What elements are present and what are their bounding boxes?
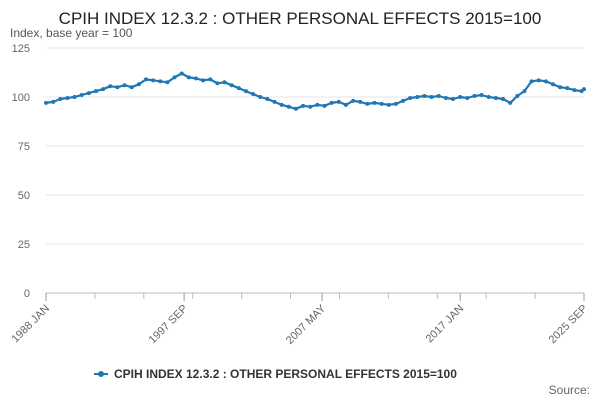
data-point[interactable]: [72, 95, 77, 99]
data-point[interactable]: [258, 95, 263, 99]
y-tick-label: 125: [12, 43, 30, 55]
legend[interactable]: CPIH INDEX 12.3.2 : OTHER PERSONAL EFFEC…: [94, 367, 457, 381]
data-point[interactable]: [582, 87, 586, 92]
data-point[interactable]: [265, 96, 270, 101]
data-point[interactable]: [436, 94, 441, 99]
data-point[interactable]: [108, 84, 113, 89]
legend-label: CPIH INDEX 12.3.2 : OTHER PERSONAL EFFEC…: [114, 367, 457, 381]
y-tick-label: 25: [18, 239, 30, 251]
data-point[interactable]: [493, 95, 498, 100]
data-point[interactable]: [372, 100, 377, 105]
data-point[interactable]: [44, 100, 48, 105]
y-tick-label: 50: [18, 190, 30, 202]
data-point[interactable]: [65, 95, 70, 100]
data-point[interactable]: [79, 93, 84, 98]
x-tick-label: 1997 SEP: [147, 303, 191, 347]
series-layer: [44, 71, 586, 111]
data-point[interactable]: [165, 80, 170, 85]
y-tick-label: 100: [12, 92, 30, 104]
data-point[interactable]: [408, 95, 413, 100]
data-point[interactable]: [486, 95, 491, 99]
data-point[interactable]: [208, 77, 213, 82]
data-point[interactable]: [386, 102, 391, 107]
series-line[interactable]: [45, 72, 585, 110]
data-point[interactable]: [172, 75, 177, 80]
chart-title: CPIH INDEX 12.3.2 : OTHER PERSONAL EFFEC…: [59, 9, 542, 28]
data-point[interactable]: [551, 82, 556, 87]
data-point[interactable]: [58, 96, 63, 101]
data-point[interactable]: [251, 92, 256, 97]
data-point[interactable]: [401, 98, 406, 103]
data-point[interactable]: [515, 94, 520, 99]
data-point[interactable]: [122, 83, 127, 88]
x-axis: 1988 JAN 1997 SEP 2007 MAY 2017 JAN 2025 SEP: [9, 293, 590, 347]
legend-marker-icon: [98, 371, 104, 377]
data-point[interactable]: [279, 102, 284, 107]
y-tick-label: 0: [24, 288, 30, 300]
data-point[interactable]: [129, 85, 134, 90]
data-point[interactable]: [179, 71, 184, 76]
x-tick-label: 2007 MAY: [284, 302, 329, 347]
data-point[interactable]: [536, 78, 541, 83]
data-point[interactable]: [322, 103, 327, 108]
data-point[interactable]: [272, 99, 277, 104]
data-point[interactable]: [379, 101, 384, 106]
data-point[interactable]: [458, 95, 463, 99]
x-tick-label: 2017 JAN: [424, 303, 467, 346]
data-point[interactable]: [336, 99, 341, 104]
data-point[interactable]: [565, 86, 570, 91]
data-point[interactable]: [143, 77, 148, 82]
data-point[interactable]: [415, 95, 420, 99]
data-point[interactable]: [508, 100, 513, 105]
data-point[interactable]: [193, 76, 198, 81]
data-point[interactable]: [472, 94, 477, 99]
data-point[interactable]: [443, 95, 448, 100]
data-point[interactable]: [308, 104, 313, 109]
data-point[interactable]: [343, 102, 348, 107]
data-point[interactable]: [293, 106, 298, 111]
data-point[interactable]: [158, 79, 163, 84]
data-point[interactable]: [422, 94, 427, 99]
data-point[interactable]: [51, 99, 56, 104]
data-point[interactable]: [93, 89, 98, 94]
data-point[interactable]: [215, 81, 220, 86]
source-label: Source:: [549, 383, 590, 397]
data-point[interactable]: [201, 78, 206, 83]
data-point[interactable]: [243, 89, 248, 94]
data-point[interactable]: [572, 88, 577, 93]
data-point[interactable]: [186, 75, 191, 80]
y-axis-labels: 0 25 50 75 100 125: [12, 43, 30, 300]
data-point[interactable]: [115, 85, 120, 90]
data-point[interactable]: [558, 85, 563, 90]
data-point[interactable]: [151, 78, 156, 83]
data-point[interactable]: [301, 103, 306, 108]
y-tick-label: 75: [18, 141, 30, 153]
data-point[interactable]: [543, 79, 548, 84]
data-point[interactable]: [479, 93, 484, 98]
data-point[interactable]: [236, 86, 241, 91]
data-point[interactable]: [229, 83, 234, 88]
data-point[interactable]: [101, 87, 106, 92]
data-point[interactable]: [358, 99, 363, 104]
data-point[interactable]: [429, 95, 434, 99]
data-point[interactable]: [286, 104, 291, 109]
x-tick-label: 1988 JAN: [9, 303, 52, 346]
x-tick-label: 2025 SEP: [547, 303, 591, 347]
chart-subtitle: Index, base year = 100: [10, 26, 133, 40]
data-point[interactable]: [315, 102, 320, 107]
data-point[interactable]: [351, 98, 356, 103]
data-point[interactable]: [365, 101, 370, 106]
data-point[interactable]: [393, 101, 398, 106]
data-point[interactable]: [86, 91, 91, 96]
data-point[interactable]: [222, 80, 227, 85]
data-point[interactable]: [501, 96, 506, 101]
data-point[interactable]: [529, 79, 534, 84]
data-point[interactable]: [465, 95, 470, 100]
data-point[interactable]: [136, 82, 141, 87]
data-point[interactable]: [329, 100, 334, 105]
data-point[interactable]: [451, 96, 456, 101]
data-point[interactable]: [522, 89, 527, 94]
